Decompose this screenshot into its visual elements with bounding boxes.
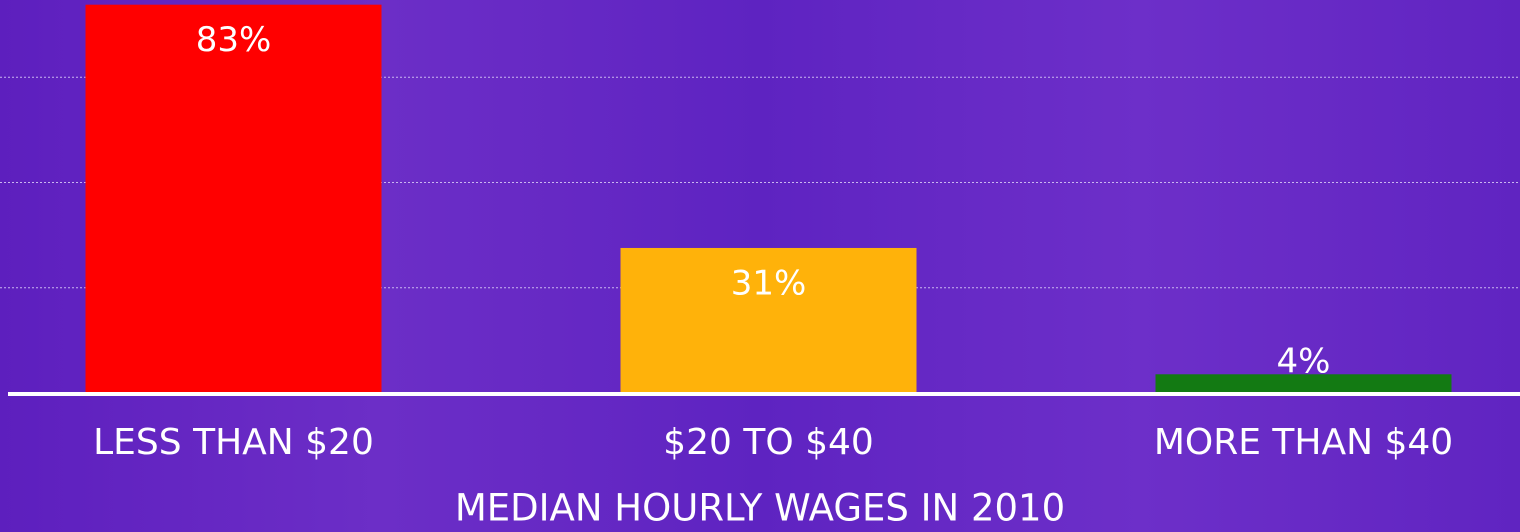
x-tick-label: MORE THAN $40 (1154, 422, 1453, 463)
chart: MEDIAN HOURLY WAGES IN 2010 83% LESS THAN… (0, 0, 1520, 532)
x-axis-title: MEDIAN HOURLY WAGES IN 2010 (455, 487, 1065, 530)
x-tick-label: $20 TO $40 (663, 422, 874, 463)
x-tick-label: LESS THAN $20 (93, 422, 374, 463)
bar (86, 5, 382, 393)
value-label: 31% (731, 263, 807, 303)
value-label: 4% (1277, 342, 1331, 382)
value-label: 83% (196, 20, 272, 60)
